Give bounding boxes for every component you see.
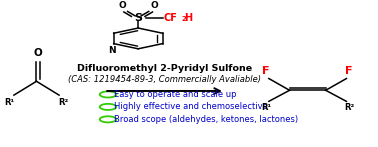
Text: O: O [150,1,158,10]
Text: CF: CF [164,13,178,23]
Text: Highly effective and chemoselective: Highly effective and chemoselective [115,102,268,111]
Text: O: O [34,49,43,59]
Text: F: F [345,66,353,76]
Text: R¹: R¹ [4,98,14,107]
Text: 2: 2 [181,16,186,22]
Text: Broad scope (aldehydes, ketones, lactones): Broad scope (aldehydes, ketones, lactone… [115,115,299,124]
Text: Easy to operate and scale up: Easy to operate and scale up [115,90,237,99]
Text: F: F [262,66,270,76]
Text: S: S [134,13,142,23]
Text: (CAS: 1219454-89-3, Commercially Avaliable): (CAS: 1219454-89-3, Commercially Avaliab… [68,75,261,84]
Text: R²: R² [59,98,69,107]
Text: R¹: R¹ [261,103,271,112]
Text: Difluoromethyl 2-Pyridyl Sulfone: Difluoromethyl 2-Pyridyl Sulfone [77,64,252,73]
Text: O: O [118,1,126,10]
Text: N: N [108,46,116,55]
Text: H: H [184,13,192,23]
Text: R²: R² [344,103,354,112]
